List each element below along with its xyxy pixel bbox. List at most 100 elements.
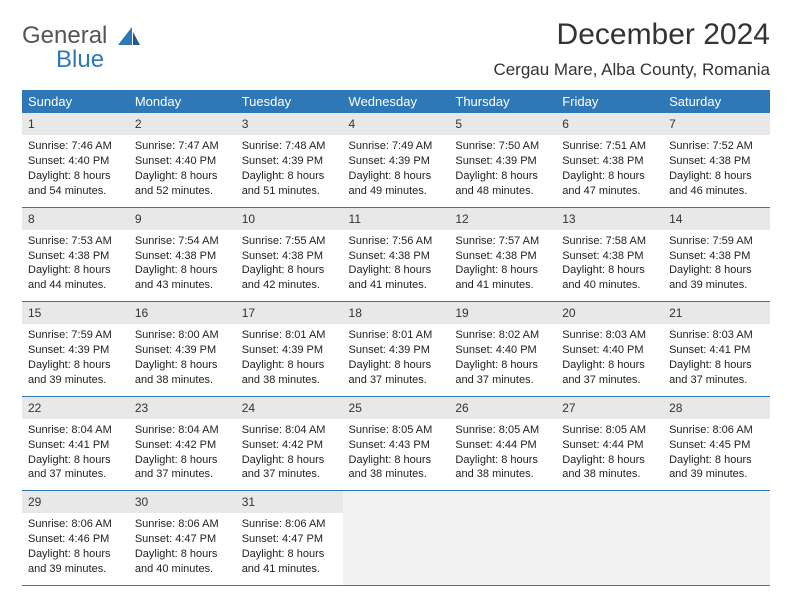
sunset-text: Sunset: 4:41 PM xyxy=(28,438,123,453)
calendar-day-cell: 3Sunrise: 7:48 AMSunset: 4:39 PMDaylight… xyxy=(236,113,343,207)
day-number: 12 xyxy=(449,208,556,230)
sunrise-text: Sunrise: 7:59 AM xyxy=(28,328,123,343)
sunrise-text: Sunrise: 7:47 AM xyxy=(135,139,230,154)
day-details: Sunrise: 7:59 AMSunset: 4:39 PMDaylight:… xyxy=(22,324,129,395)
calendar-day-cell: 28Sunrise: 8:06 AMSunset: 4:45 PMDayligh… xyxy=(663,396,770,491)
daylight-text: Daylight: 8 hours and 37 minutes. xyxy=(349,358,444,388)
sunrise-text: Sunrise: 7:57 AM xyxy=(455,234,550,249)
day-number: 6 xyxy=(556,113,663,135)
calendar-day-cell xyxy=(663,491,770,586)
calendar-day-cell: 14Sunrise: 7:59 AMSunset: 4:38 PMDayligh… xyxy=(663,207,770,302)
sunset-text: Sunset: 4:47 PM xyxy=(135,532,230,547)
sunset-text: Sunset: 4:39 PM xyxy=(28,343,123,358)
sunset-text: Sunset: 4:46 PM xyxy=(28,532,123,547)
calendar-day-cell: 23Sunrise: 8:04 AMSunset: 4:42 PMDayligh… xyxy=(129,396,236,491)
day-details: Sunrise: 8:04 AMSunset: 4:42 PMDaylight:… xyxy=(236,419,343,490)
sunrise-text: Sunrise: 7:52 AM xyxy=(669,139,764,154)
sunset-text: Sunset: 4:38 PM xyxy=(349,249,444,264)
weekday-header: Saturday xyxy=(663,90,770,113)
daylight-text: Daylight: 8 hours and 38 minutes. xyxy=(242,358,337,388)
day-number: 13 xyxy=(556,208,663,230)
day-number: 20 xyxy=(556,302,663,324)
sunrise-text: Sunrise: 8:06 AM xyxy=(242,517,337,532)
calendar-day-cell: 4Sunrise: 7:49 AMSunset: 4:39 PMDaylight… xyxy=(343,113,450,207)
weekday-header: Sunday xyxy=(22,90,129,113)
daylight-text: Daylight: 8 hours and 41 minutes. xyxy=(242,547,337,577)
day-details: Sunrise: 7:57 AMSunset: 4:38 PMDaylight:… xyxy=(449,230,556,301)
sunrise-text: Sunrise: 7:59 AM xyxy=(669,234,764,249)
day-number: 26 xyxy=(449,397,556,419)
sunrise-text: Sunrise: 8:06 AM xyxy=(28,517,123,532)
daylight-text: Daylight: 8 hours and 41 minutes. xyxy=(349,263,444,293)
sunrise-text: Sunrise: 7:54 AM xyxy=(135,234,230,249)
calendar-day-cell: 24Sunrise: 8:04 AMSunset: 4:42 PMDayligh… xyxy=(236,396,343,491)
day-number: 7 xyxy=(663,113,770,135)
day-number: 18 xyxy=(343,302,450,324)
weekday-header: Thursday xyxy=(449,90,556,113)
daylight-text: Daylight: 8 hours and 37 minutes. xyxy=(242,453,337,483)
sunset-text: Sunset: 4:39 PM xyxy=(135,343,230,358)
day-number: 5 xyxy=(449,113,556,135)
calendar-day-cell: 19Sunrise: 8:02 AMSunset: 4:40 PMDayligh… xyxy=(449,302,556,397)
sunrise-text: Sunrise: 8:03 AM xyxy=(669,328,764,343)
daylight-text: Daylight: 8 hours and 37 minutes. xyxy=(455,358,550,388)
calendar-day-cell: 2Sunrise: 7:47 AMSunset: 4:40 PMDaylight… xyxy=(129,113,236,207)
sunrise-text: Sunrise: 8:01 AM xyxy=(242,328,337,343)
sunset-text: Sunset: 4:39 PM xyxy=(455,154,550,169)
day-details: Sunrise: 7:54 AMSunset: 4:38 PMDaylight:… xyxy=(129,230,236,301)
day-details: Sunrise: 8:04 AMSunset: 4:41 PMDaylight:… xyxy=(22,419,129,490)
sunset-text: Sunset: 4:38 PM xyxy=(669,154,764,169)
day-details: Sunrise: 8:06 AMSunset: 4:47 PMDaylight:… xyxy=(236,513,343,584)
day-number: 19 xyxy=(449,302,556,324)
daylight-text: Daylight: 8 hours and 49 minutes. xyxy=(349,169,444,199)
daylight-text: Daylight: 8 hours and 37 minutes. xyxy=(669,358,764,388)
calendar-day-cell: 15Sunrise: 7:59 AMSunset: 4:39 PMDayligh… xyxy=(22,302,129,397)
sunset-text: Sunset: 4:39 PM xyxy=(242,343,337,358)
sunrise-text: Sunrise: 8:04 AM xyxy=(135,423,230,438)
sunset-text: Sunset: 4:38 PM xyxy=(242,249,337,264)
day-details: Sunrise: 7:53 AMSunset: 4:38 PMDaylight:… xyxy=(22,230,129,301)
sunset-text: Sunset: 4:47 PM xyxy=(242,532,337,547)
day-number: 4 xyxy=(343,113,450,135)
day-details: Sunrise: 7:50 AMSunset: 4:39 PMDaylight:… xyxy=(449,135,556,206)
day-number: 27 xyxy=(556,397,663,419)
day-details: Sunrise: 7:58 AMSunset: 4:38 PMDaylight:… xyxy=(556,230,663,301)
sunrise-text: Sunrise: 8:05 AM xyxy=(562,423,657,438)
sunset-text: Sunset: 4:39 PM xyxy=(349,343,444,358)
day-number: 3 xyxy=(236,113,343,135)
sunrise-text: Sunrise: 8:06 AM xyxy=(669,423,764,438)
calendar-week-row: 22Sunrise: 8:04 AMSunset: 4:41 PMDayligh… xyxy=(22,396,770,491)
day-details: Sunrise: 8:01 AMSunset: 4:39 PMDaylight:… xyxy=(236,324,343,395)
day-number: 11 xyxy=(343,208,450,230)
logo-line1: General xyxy=(22,22,107,49)
day-number: 1 xyxy=(22,113,129,135)
day-number: 8 xyxy=(22,208,129,230)
calendar-week-row: 8Sunrise: 7:53 AMSunset: 4:38 PMDaylight… xyxy=(22,207,770,302)
daylight-text: Daylight: 8 hours and 43 minutes. xyxy=(135,263,230,293)
day-number: 24 xyxy=(236,397,343,419)
daylight-text: Daylight: 8 hours and 38 minutes. xyxy=(455,453,550,483)
calendar-day-cell: 20Sunrise: 8:03 AMSunset: 4:40 PMDayligh… xyxy=(556,302,663,397)
calendar-body: 1Sunrise: 7:46 AMSunset: 4:40 PMDaylight… xyxy=(22,113,770,585)
daylight-text: Daylight: 8 hours and 37 minutes. xyxy=(135,453,230,483)
sunrise-text: Sunrise: 8:05 AM xyxy=(455,423,550,438)
calendar-day-cell: 22Sunrise: 8:04 AMSunset: 4:41 PMDayligh… xyxy=(22,396,129,491)
day-details: Sunrise: 7:48 AMSunset: 4:39 PMDaylight:… xyxy=(236,135,343,206)
sunset-text: Sunset: 4:39 PM xyxy=(349,154,444,169)
sunset-text: Sunset: 4:38 PM xyxy=(455,249,550,264)
calendar-day-cell: 13Sunrise: 7:58 AMSunset: 4:38 PMDayligh… xyxy=(556,207,663,302)
sunrise-text: Sunrise: 7:50 AM xyxy=(455,139,550,154)
day-number: 21 xyxy=(663,302,770,324)
logo-line2: Blue xyxy=(56,48,104,72)
sunset-text: Sunset: 4:44 PM xyxy=(455,438,550,453)
page-title: December 2024 xyxy=(493,18,770,52)
daylight-text: Daylight: 8 hours and 54 minutes. xyxy=(28,169,123,199)
day-number: 17 xyxy=(236,302,343,324)
calendar-table: SundayMondayTuesdayWednesdayThursdayFrid… xyxy=(22,90,770,586)
calendar-day-cell xyxy=(343,491,450,586)
daylight-text: Daylight: 8 hours and 44 minutes. xyxy=(28,263,123,293)
sunset-text: Sunset: 4:43 PM xyxy=(349,438,444,453)
sunrise-text: Sunrise: 7:56 AM xyxy=(349,234,444,249)
sunset-text: Sunset: 4:42 PM xyxy=(135,438,230,453)
calendar-week-row: 15Sunrise: 7:59 AMSunset: 4:39 PMDayligh… xyxy=(22,302,770,397)
